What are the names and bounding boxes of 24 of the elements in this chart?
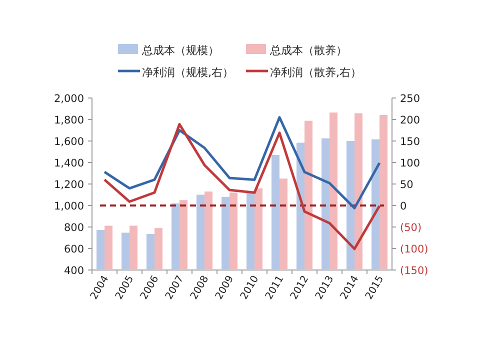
y2-tick-label: 250 (400, 93, 420, 105)
y2-tick-label: 100 (400, 158, 420, 170)
y-tick-label: 1,800 (54, 114, 84, 126)
y2-tick-label: 50 (400, 179, 414, 191)
y2-tick-label: (100) (400, 244, 428, 256)
legend-label: 净利润（规模,右） (142, 66, 234, 79)
line-series (103, 116, 381, 210)
y2-tick-label: (150) (400, 265, 428, 277)
y-tick-label: 1,600 (54, 136, 84, 148)
y2-tick-label: (50) (400, 222, 422, 234)
y-tick-label: 2,000 (54, 93, 84, 105)
legend-label: 总成本（规模） (141, 44, 219, 57)
legend-label: 净利润（散养,右） (270, 66, 362, 79)
legend-label: 总成本（散养） (269, 44, 347, 57)
y2-tick-label: 200 (400, 114, 420, 126)
y2-tick-label: 0 (400, 200, 407, 212)
line-series (103, 122, 381, 250)
y2-tick-label: 150 (400, 136, 420, 148)
y-tick-label: 400 (64, 265, 84, 277)
y-tick-label: 1,200 (54, 179, 84, 191)
y-tick-label: 1,000 (54, 200, 84, 212)
y-tick-label: 1,400 (54, 158, 84, 170)
y-tick-label: 600 (64, 244, 84, 256)
y-tick-label: 800 (64, 222, 84, 234)
